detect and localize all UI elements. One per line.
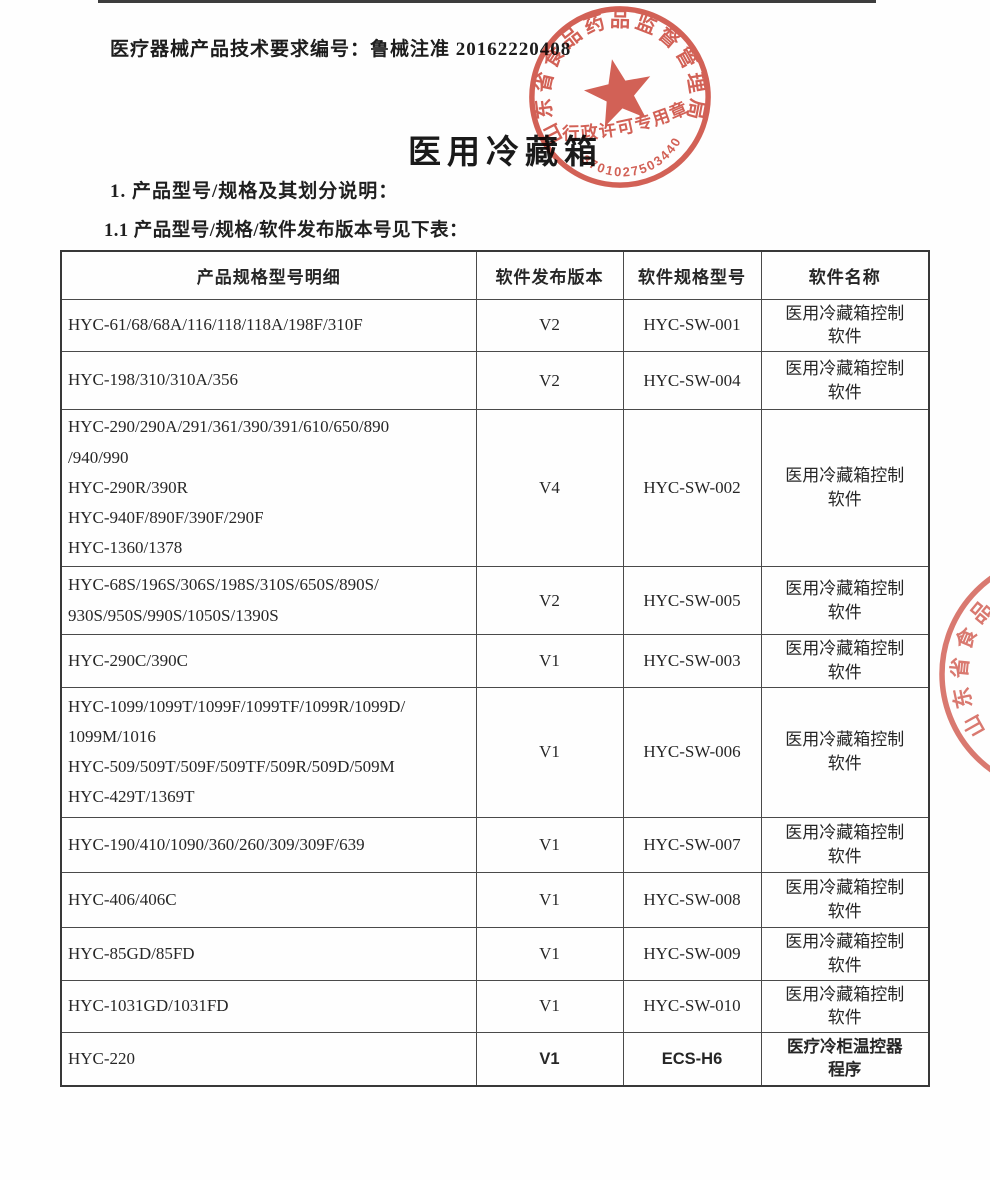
header-sw-name: 软件名称 [760, 250, 930, 300]
cell-version: V1 [475, 686, 624, 818]
table-header-row: 产品规格型号明细 软件发布版本 软件规格型号 软件名称 [60, 250, 930, 300]
cell-models: HYC-220 [60, 1032, 477, 1087]
cell-sw-model: HYC-SW-003 [622, 634, 762, 688]
cell-models: HYC-1031GD/1031FD [60, 979, 477, 1034]
table-row: HYC-190/410/1090/360/260/309/309F/639 V1… [60, 816, 930, 873]
cell-models: HYC-190/410/1090/360/260/309/309F/639 [60, 816, 477, 873]
side-stamp-ring [939, 575, 990, 773]
scan-edge-artifact [98, 0, 876, 3]
cell-sw-name: 医用冷藏箱控制 软件 [760, 351, 930, 411]
cell-models: HYC-290C/390C [60, 634, 477, 688]
header-sw-model: 软件规格型号 [622, 250, 762, 300]
table-row: HYC-198/310/310A/356 V2 HYC-SW-004 医用冷藏箱… [60, 351, 930, 411]
table-row: HYC-1031GD/1031FD V1 HYC-SW-010 医用冷藏箱控制 … [60, 979, 930, 1034]
side-stamp-text: 山东省食品 [947, 591, 990, 740]
stamp-star-icon [583, 59, 651, 127]
cell-version: V1 [475, 816, 624, 873]
cell-sw-model: HYC-SW-006 [622, 686, 762, 818]
table-row: HYC-290C/390C V1 HYC-SW-003 医用冷藏箱控制 软件 [60, 634, 930, 688]
cell-sw-name: 医用冷藏箱控制 软件 [760, 409, 930, 568]
cell-sw-model: HYC-SW-001 [622, 298, 762, 353]
cell-sw-name: 医用冷藏箱控制 软件 [760, 566, 930, 636]
cell-sw-model: HYC-SW-005 [622, 566, 762, 636]
cell-sw-name: 医用冷藏箱控制 软件 [760, 634, 930, 688]
table-row: HYC-68S/196S/306S/198S/310S/650S/890S/ 9… [60, 566, 930, 636]
table-row: HYC-220 V1 ECS-H6 医疗冷柜温控器 程序 [60, 1032, 930, 1087]
cell-models: HYC-85GD/85FD [60, 926, 477, 981]
cell-sw-name: 医用冷藏箱控制 软件 [760, 298, 930, 353]
cell-sw-name: 医用冷藏箱控制 软件 [760, 979, 930, 1034]
cell-models: HYC-68S/196S/306S/198S/310S/650S/890S/ 9… [60, 566, 477, 636]
cell-sw-model: ECS-H6 [622, 1032, 762, 1087]
cell-version: V2 [475, 298, 624, 353]
cell-models: HYC-406/406C [60, 871, 477, 928]
cell-version: V1 [475, 871, 624, 928]
cell-sw-name: 医疗冷柜温控器 程序 [760, 1032, 930, 1087]
cell-version: V1 [475, 1032, 624, 1087]
cell-sw-model: HYC-SW-004 [622, 351, 762, 411]
cell-sw-model: HYC-SW-002 [622, 409, 762, 568]
cell-sw-name: 医用冷藏箱控制 软件 [760, 926, 930, 981]
document-number-line: 医疗器械产品技术要求编号：鲁械注准 20162220408 [110, 39, 572, 60]
section-heading-1: 1. 产品型号/规格及其划分说明： [110, 181, 399, 202]
table-row: HYC-61/68/68A/116/118/118A/198F/310F V2 … [60, 298, 930, 353]
cell-version: V4 [475, 409, 624, 568]
product-spec-table: 产品规格型号明细 软件发布版本 软件规格型号 软件名称 HYC-61/68/68… [60, 250, 930, 1087]
cell-models: HYC-1099/1099T/1099F/1099TF/1099R/1099D/… [60, 686, 477, 818]
cell-version: V1 [475, 634, 624, 688]
cell-sw-model: HYC-SW-008 [622, 871, 762, 928]
cell-sw-model: HYC-SW-010 [622, 979, 762, 1034]
cell-sw-model: HYC-SW-007 [622, 816, 762, 873]
cell-sw-name: 医用冷藏箱控制 软件 [760, 816, 930, 873]
cell-version: V1 [475, 926, 624, 981]
cell-models: HYC-198/310/310A/356 [60, 351, 477, 411]
table-row: HYC-406/406C V1 HYC-SW-008 医用冷藏箱控制 软件 [60, 871, 930, 928]
cell-models: HYC-290/290A/291/361/390/391/610/650/890… [60, 409, 477, 568]
svg-text:山东省食品: 山东省食品 [947, 591, 990, 740]
cell-version: V2 [475, 566, 624, 636]
section-heading-1-1: 1.1 产品型号/规格/软件发布版本号见下表： [104, 221, 469, 241]
cell-sw-model: HYC-SW-009 [622, 926, 762, 981]
cell-version: V2 [475, 351, 624, 411]
page-title: 医用冷藏箱 [408, 135, 603, 171]
cell-sw-name: 医用冷藏箱控制 软件 [760, 871, 930, 928]
table-row: HYC-1099/1099T/1099F/1099TF/1099R/1099D/… [60, 686, 930, 818]
header-version: 软件发布版本 [475, 250, 624, 300]
table-row: HYC-85GD/85FD V1 HYC-SW-009 医用冷藏箱控制 软件 [60, 926, 930, 981]
header-models: 产品规格型号明细 [60, 250, 477, 300]
cell-models: HYC-61/68/68A/116/118/118A/198F/310F [60, 298, 477, 353]
table-row: HYC-290/290A/291/361/390/391/610/650/890… [60, 409, 930, 568]
cell-sw-name: 医用冷藏箱控制 软件 [760, 686, 930, 818]
cell-version: V1 [475, 979, 624, 1034]
partial-seal-stamp: 山东省食品 [939, 575, 990, 773]
